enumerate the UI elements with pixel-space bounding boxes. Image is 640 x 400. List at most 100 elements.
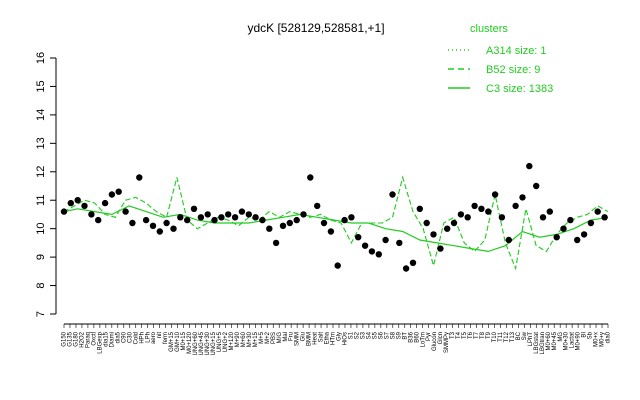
data-point xyxy=(382,236,389,244)
data-point xyxy=(471,202,478,210)
data-point xyxy=(190,205,198,212)
data-point xyxy=(580,231,588,238)
data-point xyxy=(512,202,519,210)
x-tick-label: M+60 xyxy=(241,331,247,347)
x-tick-label: MG xyxy=(558,332,564,342)
x-tick-label: Gly xyxy=(337,332,343,341)
data-point xyxy=(238,208,246,215)
data-point xyxy=(533,182,540,190)
data-point xyxy=(396,239,403,247)
data-point xyxy=(375,251,382,258)
x-tick-label: dia0 xyxy=(606,331,612,343)
x-tick-label: UNG+15 xyxy=(211,331,217,355)
x-tick-label: BC xyxy=(516,331,522,340)
x-tick-label: M0+45 xyxy=(552,331,558,350)
y-tick-label: 12 xyxy=(35,166,47,178)
data-point xyxy=(402,265,410,272)
x-tick-label: ferm xyxy=(163,332,169,344)
x-tick-label: M0+120 xyxy=(187,331,193,354)
x-tick-label: T9 xyxy=(486,331,492,339)
x-tick-label: LPh xyxy=(145,332,151,343)
data-point xyxy=(587,219,595,227)
x-tick-label: S4 xyxy=(366,331,372,339)
x-tick-label: T4 xyxy=(456,331,462,339)
series-line-solid xyxy=(63,205,609,253)
x-tick-label: SMM xyxy=(295,332,301,346)
data-point xyxy=(334,262,341,269)
x-tick-label: S8 xyxy=(390,331,396,339)
data-point xyxy=(177,214,184,221)
x-tick-label: Glu xyxy=(301,332,307,341)
data-point xyxy=(163,219,170,227)
data-point xyxy=(348,214,355,221)
x-tick-label: M+120 xyxy=(229,331,235,350)
x-tick-label: M0+x xyxy=(594,332,600,347)
x-tick-label: T6 xyxy=(468,331,474,339)
data-point xyxy=(60,208,68,215)
axes: 7 8 9 10 11 12 13 14 15 16 G150 G135 G180 H2O2 Paraq Ox… xyxy=(35,52,612,356)
data-point xyxy=(423,219,430,227)
data-point xyxy=(505,236,512,244)
x-tick-label: T11 xyxy=(498,331,504,342)
data-point xyxy=(368,248,376,255)
x-tick-label: T13 xyxy=(510,331,516,342)
data-point xyxy=(211,216,218,224)
x-tick-label: G135 xyxy=(68,331,74,346)
x-tick-label: UNG+2 xyxy=(223,331,229,352)
x-tick-label: Paraq xyxy=(85,332,91,348)
x-tick-label: T12 xyxy=(504,331,510,342)
data-point xyxy=(279,222,287,229)
x-tick-label: C30 xyxy=(127,331,133,343)
data-point xyxy=(266,225,273,232)
x-tick-label: nit xyxy=(157,332,163,339)
data-point xyxy=(416,205,423,212)
data-point xyxy=(601,214,608,221)
x-tick-label: M+15 xyxy=(253,331,259,347)
x-tick-label: Pyr xyxy=(426,332,432,341)
y-tick-label: 13 xyxy=(35,137,47,149)
x-tick-label: LBGstat xyxy=(534,332,540,354)
x-tick-label: T8 xyxy=(480,331,486,339)
x-tick-label: Diami xyxy=(109,332,115,347)
x-tick-label: BT xyxy=(402,332,408,340)
x-tick-label: Fru xyxy=(289,332,295,341)
data-point xyxy=(327,228,335,235)
x-tick-label: UNG+5 xyxy=(217,331,223,352)
data-point xyxy=(341,216,348,224)
x-tick-label: Glucon xyxy=(432,332,438,351)
x-tick-label: GM+10 xyxy=(175,331,181,352)
x-tick-label: BMM xyxy=(307,332,313,346)
data-point xyxy=(252,214,259,221)
legend-label-c3: C3 size: 1383 xyxy=(486,83,553,95)
x-tick-label: LPhT xyxy=(528,332,534,347)
x-tick-label: T5 xyxy=(462,331,468,339)
data-point xyxy=(136,174,143,181)
x-tick-label: dia5 xyxy=(115,331,121,343)
data-point xyxy=(95,216,102,224)
x-tick-label: LBGexp xyxy=(97,331,103,353)
data-point xyxy=(464,214,471,221)
data-point xyxy=(286,219,293,227)
data-point xyxy=(101,199,109,207)
data-point xyxy=(81,202,88,210)
data-point xyxy=(218,214,225,221)
x-tick-label: M0+15 xyxy=(181,331,187,350)
x-tick-label: LoTm xyxy=(420,332,426,347)
legend-label-b52: B52 size: 9 xyxy=(486,64,540,76)
data-point xyxy=(142,216,150,224)
data-point xyxy=(539,214,547,221)
y-tick-label: 11 xyxy=(35,195,47,206)
chart-title: ydcK [528129,528581,+1] xyxy=(247,21,384,35)
x-tick-label: HiOs xyxy=(343,332,349,345)
data-point xyxy=(259,216,266,224)
data-point xyxy=(444,225,451,232)
x-tick-label: M0+30 xyxy=(564,331,570,350)
x-tick-label: UNG+60 xyxy=(193,331,199,355)
points-layer xyxy=(60,162,608,272)
data-point xyxy=(567,216,574,224)
x-tick-label: B36 xyxy=(408,331,414,342)
data-point xyxy=(245,211,252,218)
data-point xyxy=(149,222,157,229)
data-point xyxy=(170,225,177,232)
data-point xyxy=(546,208,553,215)
